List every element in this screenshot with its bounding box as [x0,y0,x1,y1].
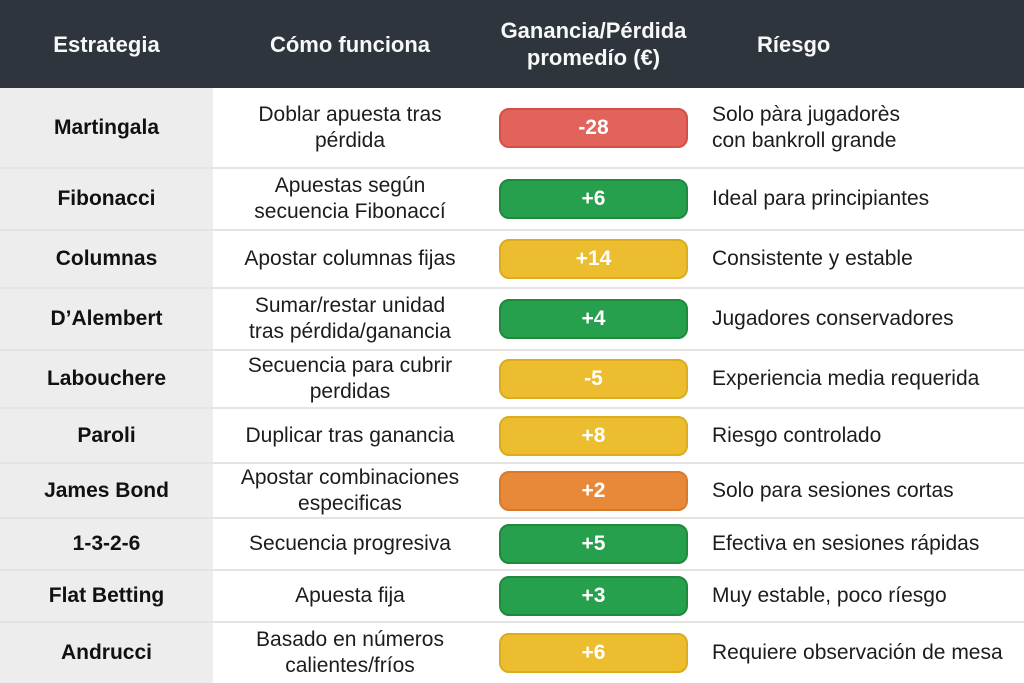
how-it-works-text: Apostar combinaciones especificas [240,465,460,515]
profit-loss-cell: +4 [487,289,700,349]
table-row: 1-3-2-6 Secuencia progresiva +5 Efectiva en… [0,517,1024,569]
table-row: Paroli Duplicar tras ganancia +8 Riesgo con… [0,407,1024,462]
profit-loss-badge: +6 [499,633,688,673]
table-row: Flat Betting Apuesta fija +3 Muy estable, p… [0,569,1024,621]
strategy-name: D’Alembert [0,289,213,349]
table-row: James Bond Apostar combinaciones especifi… [0,462,1024,517]
risk-note: Muy estable, poco ríesgo [712,584,947,607]
risk-note: Requiere observación de mesa [712,641,1003,664]
risk-note: Jugadores conservadores [712,307,954,330]
strategy-name: Fibonacci [0,169,213,229]
strategy-name: Columnas [0,231,213,287]
table-row: D’Alembert Sumar/restar unidad tras pérdi… [0,287,1024,349]
profit-loss-badge: +8 [499,415,688,456]
table-row: Columnas Apostar columnas fijas +14 Consist… [0,229,1024,287]
header-riesgo: Ríesgo [757,31,831,57]
header-ganancia-perdida: Ganancia/Pérdida promedío (€) [500,18,687,70]
how-it-works-text: Doblar apuesta tras pérdida [258,102,442,152]
risk-note: Ideal para principiantes [712,187,930,210]
strategy-name: Paroli [0,409,213,462]
strategy-name: James Bond [0,464,213,517]
how-it-works-text: Apostar columnas fijas [244,247,456,270]
strategy-name: 1-3-2-6 [0,519,213,569]
table-header: Estrategia Cómo funciona Ganancia/Pérdid… [0,0,1024,88]
strategy-name: Flat Betting [0,571,213,621]
how-it-works-text: Apuestas según secuencia Fibonaccí [254,174,446,223]
header-como-funciona: Cómo funciona [269,31,431,57]
header-estrategia: Estrategia [53,31,160,57]
profit-loss-badge: +6 [499,179,688,219]
table-body: Martingala Doblar apuesta tras pérdida -28… [0,88,1024,683]
profit-loss-badge: +2 [499,470,688,511]
table-row: Andrucci Basado en números calientes/frío… [0,621,1024,683]
risk-note: Riesgo controlado [712,423,882,447]
profit-loss-cell: +6 [487,169,700,229]
profit-loss-cell: -5 [487,351,700,407]
how-it-works-text: Secuencia para cubrir perdidas [247,354,453,403]
risk-note: Consistente y estable [712,247,913,270]
how-it-works-text: Duplicar tras ganancia [245,423,455,447]
risk-note: Experiencia media requerida [712,367,980,390]
profit-loss-cell: +5 [487,519,700,569]
profit-loss-cell: +8 [487,409,700,462]
profit-loss-cell: +2 [487,464,700,517]
table-row: Fibonacci Apuestas según secuencia Fibona… [0,167,1024,229]
risk-note: Solo pàra jugadorès con bankroll grande [712,102,900,152]
profit-loss-badge: -28 [499,107,688,148]
profit-loss-badge: +3 [499,576,688,616]
profit-loss-cell: +14 [487,231,700,287]
profit-loss-cell: +3 [487,571,700,621]
how-it-works-text: Basado en números calientes/fríos [256,628,444,677]
strategy-name: Labouchere [0,351,213,407]
how-it-works-text: Apuesta fija [295,584,405,607]
strategy-name: Andrucci [0,623,213,683]
table-row: Labouchere Secuencia para cubrir perdidas… [0,349,1024,407]
profit-loss-cell: -28 [487,88,700,167]
profit-loss-cell: +6 [487,623,700,683]
how-it-works-text: Sumar/restar unidad tras pérdida/gananci… [249,294,451,343]
strategy-name: Martingala [0,88,213,167]
profit-loss-badge: -5 [499,359,688,399]
risk-note: Solo para sesiones cortas [712,478,954,502]
profit-loss-badge: +4 [499,299,688,339]
how-it-works-text: Secuencia progresiva [249,532,451,555]
profit-loss-badge: +5 [499,524,688,564]
table-row: Martingala Doblar apuesta tras pérdida -28… [0,88,1024,167]
risk-note: Efectiva en sesiones rápidas [712,532,980,555]
profit-loss-badge: +14 [499,239,688,279]
